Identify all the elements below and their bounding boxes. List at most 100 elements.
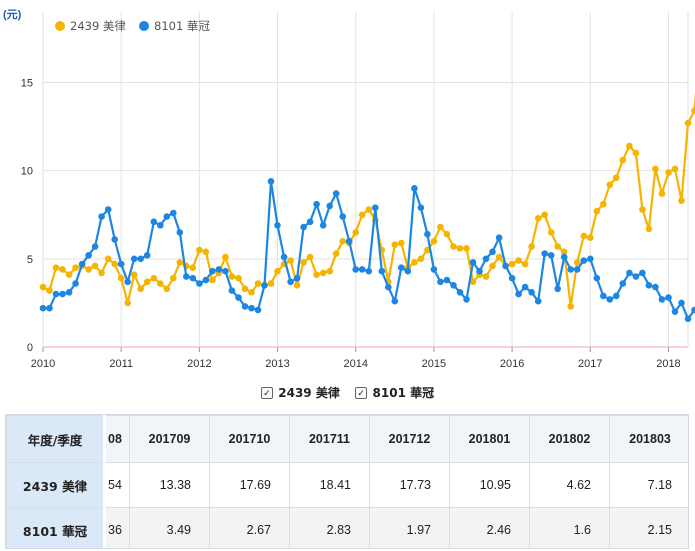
column-header: 201709	[129, 415, 210, 463]
checkbox-series-2[interactable]: ✓	[355, 386, 368, 399]
data-point	[235, 294, 242, 301]
data-point	[287, 257, 294, 264]
column-header: 201712	[369, 415, 450, 463]
data-point	[124, 278, 131, 286]
table-cell: 1.6	[529, 507, 610, 548]
data-point	[78, 260, 86, 268]
data-point	[626, 269, 633, 277]
data-point	[398, 264, 405, 272]
y-tick-label: 10	[21, 166, 33, 178]
data-point	[98, 269, 105, 277]
toggle-label-series-2: 8101 華冠	[372, 386, 435, 400]
data-point	[534, 215, 542, 222]
gridlines	[42, 12, 689, 348]
table-cell: 18.41	[289, 462, 370, 508]
data-point	[196, 246, 203, 254]
data-point	[463, 245, 470, 252]
series-layer	[39, 91, 695, 323]
data-point	[534, 297, 542, 305]
table-cell: 13.38	[129, 462, 210, 508]
data-point	[417, 204, 425, 211]
table-cell: 2.83	[289, 507, 370, 548]
x-tick-label: 2015	[422, 358, 446, 370]
legend-item-series-1[interactable]: 2439 美律	[55, 19, 126, 33]
data-point	[521, 283, 529, 291]
data-point	[652, 283, 659, 291]
data-point	[267, 280, 275, 287]
data-point	[319, 222, 327, 229]
data-point	[202, 276, 210, 284]
data-point	[170, 274, 177, 282]
data-point	[476, 267, 483, 275]
data-point	[515, 290, 522, 298]
column-header: 201801	[449, 415, 530, 463]
toggle-series-2[interactable]: ✓ 8101 華冠	[355, 384, 434, 401]
series-line-2	[43, 180, 695, 320]
line-chart: 2010 2011 2012 2013 2014 2015 2016 2017 2018 0 5 1…	[3, 8, 695, 370]
toggle-series-1[interactable]: ✓ 2439 美律	[260, 384, 340, 401]
data-point	[443, 230, 451, 238]
data-point	[98, 213, 105, 220]
data-table: 年度/季度 08 201709 201710 201711 201712 201…	[5, 414, 689, 549]
data-point	[117, 260, 125, 268]
data-point	[85, 252, 92, 259]
data-point	[378, 267, 386, 275]
data-point	[59, 290, 66, 298]
x-tick-label: 2017	[578, 358, 602, 370]
data-point	[332, 190, 340, 197]
data-point	[150, 274, 158, 282]
y-tick-label: 15	[21, 78, 33, 90]
data-point	[300, 223, 307, 231]
data-point	[313, 271, 320, 279]
data-point	[691, 107, 695, 114]
table-cell: 10.95	[449, 462, 530, 508]
data-point	[450, 282, 457, 289]
legend-marker-series-1	[55, 21, 65, 31]
table-row: 8101 華冠 36 3.49 2.67 2.83 1.97 2.46 1.6 …	[6, 507, 688, 548]
data-point	[137, 285, 144, 293]
data-point	[508, 260, 516, 268]
data-point	[443, 276, 451, 284]
data-point	[170, 209, 177, 217]
legend-item-series-2[interactable]: 8101 華冠	[139, 19, 210, 33]
data-point	[372, 204, 379, 211]
data-point	[72, 280, 79, 287]
checkbox-series-1[interactable]: ✓	[260, 386, 273, 399]
series-toggle-bar: ✓ 2439 美律 ✓ 8101 華冠	[0, 384, 695, 401]
data-point	[143, 278, 151, 286]
data-point	[326, 267, 334, 275]
data-point	[560, 253, 568, 261]
data-point	[352, 266, 360, 273]
table-cell: 3.49	[129, 507, 210, 548]
data-point	[248, 289, 255, 296]
data-point	[222, 253, 229, 261]
data-point	[176, 259, 184, 266]
data-point	[632, 273, 640, 280]
data-point	[489, 262, 496, 270]
data-point	[678, 197, 685, 204]
data-point	[437, 278, 444, 286]
data-point	[515, 257, 522, 264]
data-point	[111, 236, 118, 243]
data-point	[567, 303, 574, 310]
data-point	[684, 315, 692, 323]
data-point	[319, 269, 327, 277]
data-point	[209, 267, 216, 275]
data-point	[124, 299, 131, 307]
legend-label-series-2: 8101 華冠	[154, 19, 210, 33]
data-point	[130, 271, 138, 279]
data-point	[228, 273, 236, 280]
data-point	[241, 285, 249, 293]
data-point	[456, 289, 464, 296]
data-point	[489, 248, 496, 256]
legend[interactable]: 2439 美律 8101 華冠	[55, 19, 210, 33]
data-point	[430, 266, 438, 273]
data-point	[306, 218, 314, 226]
data-point	[404, 267, 412, 275]
data-point	[111, 260, 118, 268]
data-point	[580, 257, 588, 264]
data-point	[398, 239, 405, 247]
data-point	[391, 241, 399, 248]
data-point	[365, 206, 373, 213]
data-point	[528, 289, 535, 296]
